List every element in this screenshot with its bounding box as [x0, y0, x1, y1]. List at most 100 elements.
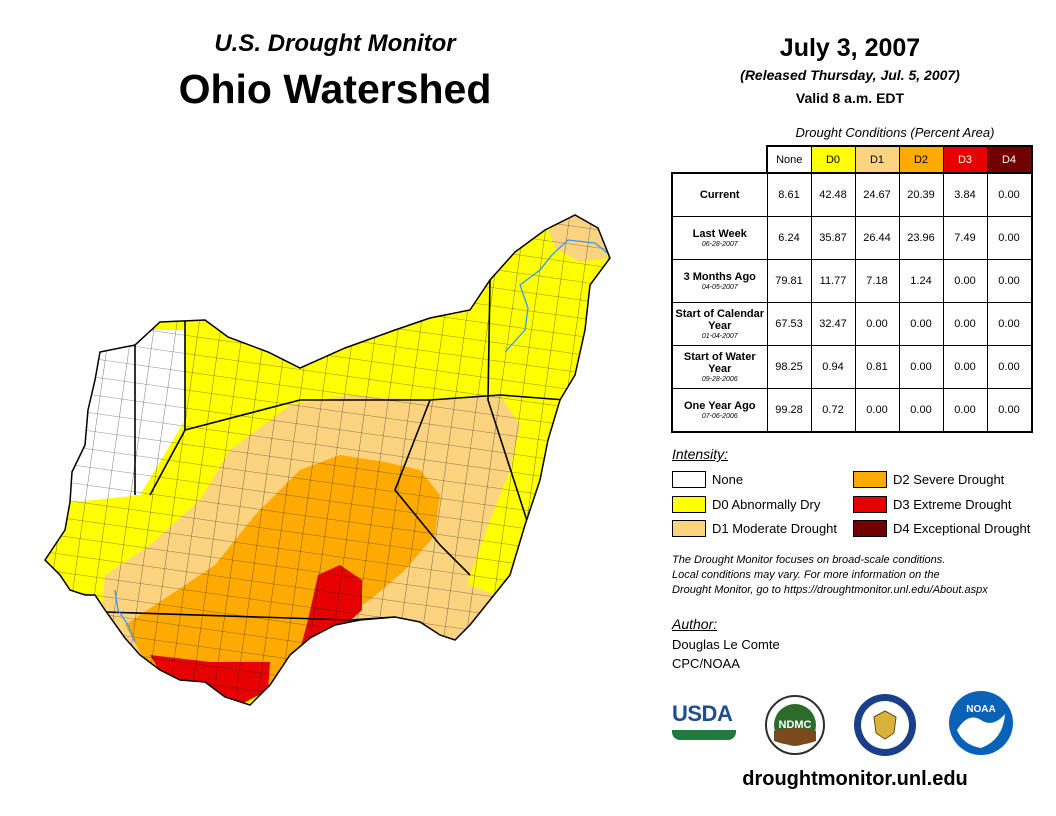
table-row: One Year Ago 07-06-2006 99.28 0.72 0.00 0…	[671, 388, 1033, 433]
table-cell: 20.39	[898, 172, 944, 217]
usda-logo-text: USDA	[672, 701, 733, 726]
table-cell: 0.00	[854, 388, 900, 433]
table-cell: 0.00	[986, 259, 1033, 303]
table-row: Current 8.61 42.48 24.67 20.39 3.84 0.00	[671, 172, 1033, 217]
table-row: 3 Months Ago 04-05-2007 79.81 11.77 7.18 …	[671, 259, 1033, 303]
release-date: (Released Thursday, Jul. 5, 2007)	[740, 67, 960, 83]
table-cell: 0.00	[942, 345, 988, 389]
row-label-text: Current	[699, 189, 740, 201]
row-label-text: 3 Months Ago	[683, 270, 756, 283]
table-cell: 0.00	[986, 216, 1033, 260]
website-link[interactable]: droughtmonitor.unl.edu	[742, 768, 968, 790]
author-heading: Author:	[672, 616, 718, 632]
map-subtitle: U.S. Drought Monitor	[214, 30, 456, 57]
row-label: Start of Calendar Year 01-04-2007	[671, 302, 768, 346]
row-label-text: Start of Water Year	[683, 350, 756, 375]
legend-item-none: None	[672, 471, 743, 488]
table-cell: 0.00	[942, 259, 988, 303]
table-cell: 7.18	[854, 259, 900, 303]
table-cell: 7.49	[942, 216, 988, 260]
table-cell: 0.00	[854, 302, 900, 346]
legend-item-d1: D1 Moderate Drought	[672, 520, 837, 537]
valid-date: July 3, 2007	[779, 34, 921, 62]
table-row: Start of Calendar Year 01-04-2007 67.53 3…	[671, 302, 1033, 346]
note-line: The Drought Monitor focuses on broad-sca…	[672, 554, 946, 566]
legend-swatch	[853, 471, 887, 488]
legend-swatch	[853, 496, 887, 513]
watershed-outline	[44, 214, 611, 706]
table-cell: 99.28	[766, 388, 812, 433]
row-label: 3 Months Ago 04-05-2007	[671, 259, 768, 303]
state-boundaries	[104, 279, 566, 621]
noaa-logo-text: NOAA	[966, 704, 995, 715]
column-header-d4: D4	[986, 145, 1033, 174]
valid-time: Valid 8 a.m. EDT	[795, 90, 905, 106]
table-title: Drought Conditions (Percent Area)	[795, 125, 995, 140]
table-cell: 98.25	[766, 345, 812, 389]
drought-map	[44, 214, 611, 706]
row-label: Current	[671, 172, 768, 217]
table-cell: 0.00	[898, 302, 944, 346]
noaa-logo: NOAA	[949, 691, 1013, 755]
county-boundaries	[45, 215, 610, 705]
legend-heading: Intensity:	[672, 446, 729, 462]
table-cell: 0.81	[854, 345, 900, 389]
table-cell: 0.00	[986, 302, 1033, 346]
legend-label: D2 Severe Drought	[893, 472, 1005, 487]
note-line: Drought Monitor, go to https://droughtmo…	[672, 584, 988, 596]
column-header-none: None	[766, 145, 812, 174]
author-name: Douglas Le Comte	[672, 637, 780, 652]
seal-eagle	[873, 710, 897, 740]
usda-logo: USDA	[672, 702, 736, 748]
note-line: Local conditions may vary. For more info…	[672, 569, 940, 581]
legend-label: D1 Moderate Drought	[712, 521, 838, 536]
row-label: Start of Water Year 09-28-2006	[671, 345, 768, 389]
river	[114, 239, 610, 643]
author-organization: CPC/NOAA	[672, 656, 740, 671]
table-cell: 26.44	[854, 216, 900, 260]
legend-item-d0: D0 Abnormally Dry	[672, 496, 820, 513]
legend-item-d3: D3 Extreme Drought	[853, 496, 1012, 513]
table-cell: 0.00	[986, 345, 1033, 389]
row-label: Last Week 06-28-2007	[671, 216, 768, 260]
table-cell: 35.87	[810, 216, 856, 260]
conditions-table: None D0 D1 D2 D3 D4 Current 8.61 42.48 2…	[671, 145, 1033, 433]
legend-item-d4: D4 Exceptional Drought	[853, 520, 1030, 537]
legend-item-d2: D2 Severe Drought	[853, 471, 1004, 488]
table-row: Start of Water Year 09-28-2006 98.25 0.94…	[671, 345, 1033, 389]
table-cell: 0.00	[942, 302, 988, 346]
row-date: 07-06-2006	[701, 412, 738, 420]
column-header-d0: D0	[810, 145, 856, 174]
table-corner	[672, 146, 767, 174]
column-header-d2: D2	[898, 145, 944, 174]
table-cell: 42.48	[810, 172, 856, 217]
table-cell: 0.00	[898, 388, 944, 433]
table-cell: 23.96	[898, 216, 944, 260]
table-cell: 3.84	[942, 172, 988, 217]
table-cell: 0.00	[898, 345, 944, 389]
table-cell: 1.24	[898, 259, 944, 303]
table-cell: 11.77	[810, 259, 856, 303]
commerce-seal-icon	[854, 694, 916, 756]
column-header-d1: D1	[854, 145, 900, 174]
table-cell: 0.72	[810, 388, 856, 433]
table-cell: 24.67	[854, 172, 900, 217]
legend-label: D3 Extreme Drought	[893, 497, 1012, 512]
table-row: Last Week 06-28-2007 6.24 35.87 26.44 23.…	[671, 216, 1033, 260]
noaa-logo-bird	[957, 714, 1005, 748]
table-cell: 0.94	[810, 345, 856, 389]
table-cell: 32.47	[810, 302, 856, 346]
legend-swatch	[672, 520, 706, 537]
table-cell: 0.00	[942, 388, 988, 433]
map-title: Ohio Watershed	[178, 66, 492, 112]
table-cell: 0.00	[986, 172, 1033, 217]
row-date: 09-28-2006	[701, 375, 738, 383]
row-label: One Year Ago 07-06-2006	[671, 388, 768, 433]
legend-label: D0 Abnormally Dry	[712, 497, 821, 512]
table-cell: 6.24	[766, 216, 812, 260]
disclaimer-note: The Drought Monitor focuses on broad-sca…	[672, 553, 1042, 598]
ndmc-logo: NDMC	[765, 695, 825, 755]
table-cell: 67.53	[766, 302, 812, 346]
table-cell: 0.00	[986, 388, 1033, 433]
legend-label: None	[712, 472, 744, 487]
